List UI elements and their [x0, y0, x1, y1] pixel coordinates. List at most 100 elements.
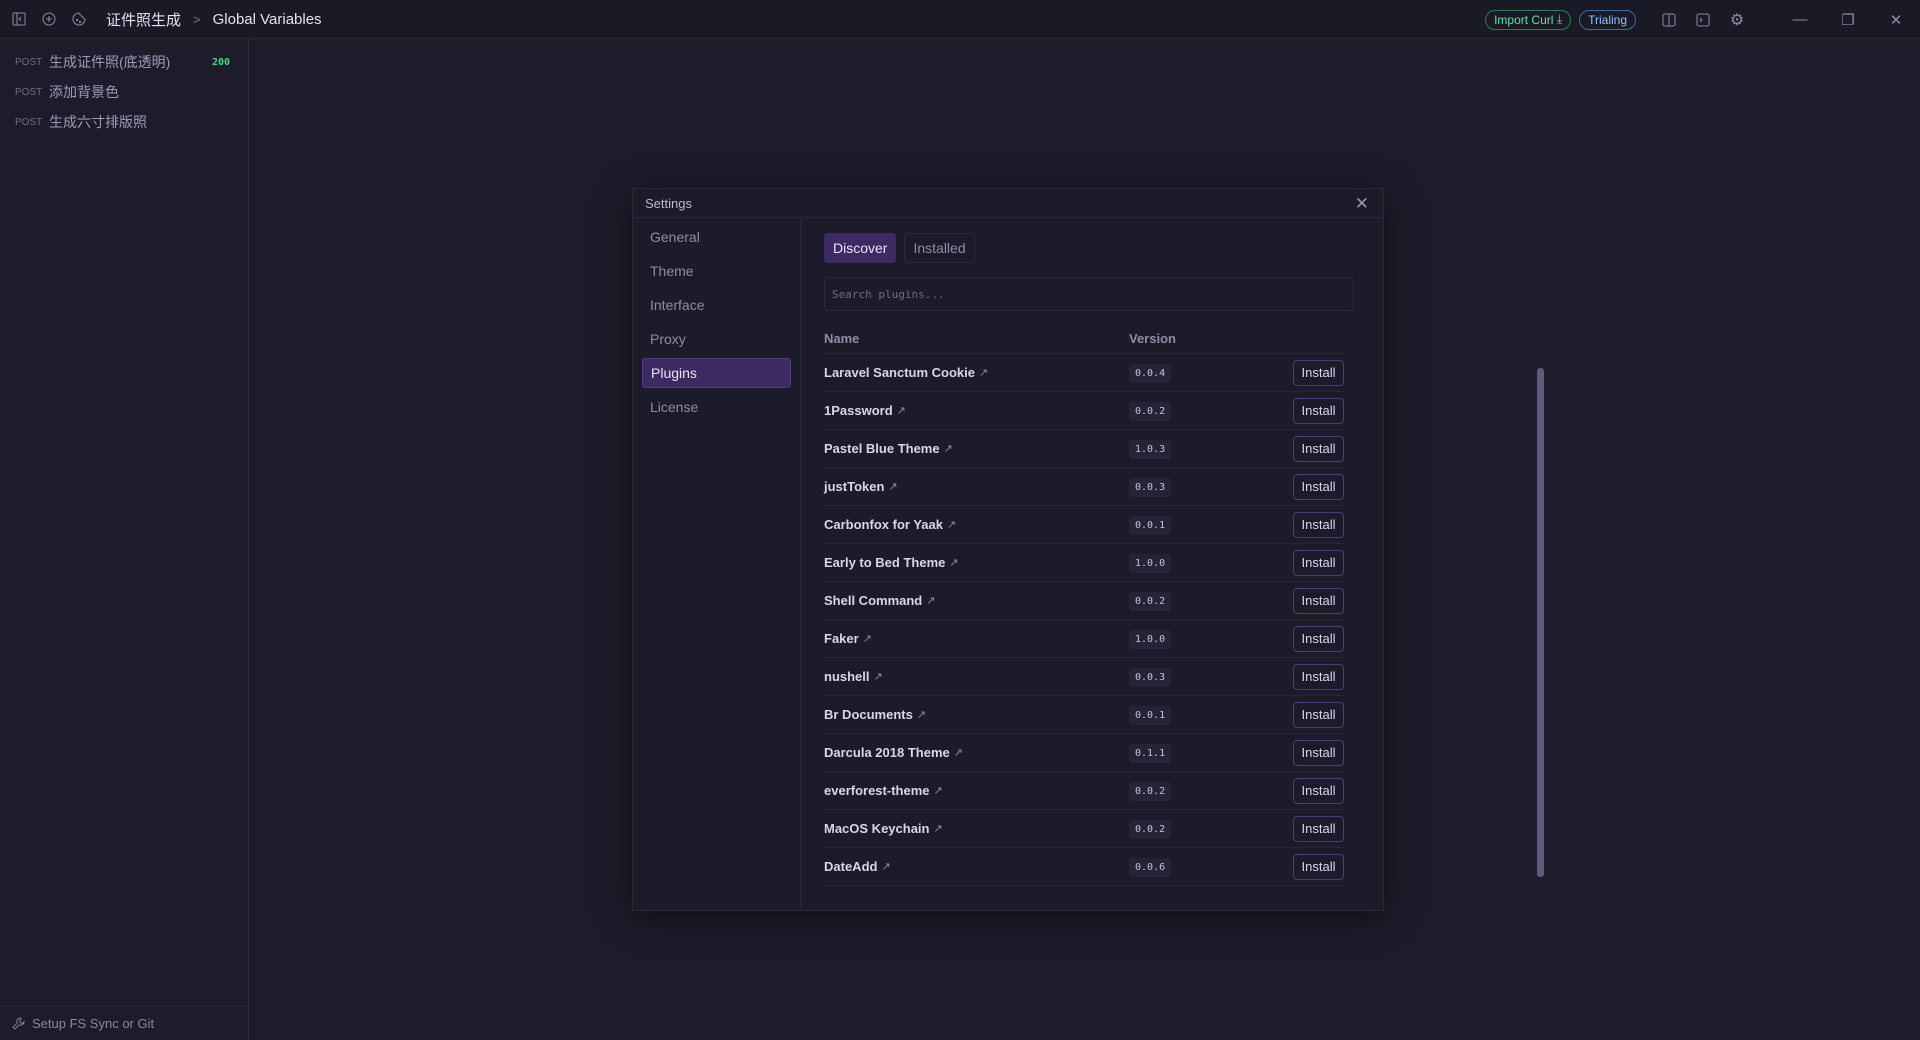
- table-row: justToken ↗ 0.0.3 Install: [824, 468, 1344, 506]
- split-layout-icon[interactable]: [1660, 11, 1678, 29]
- plugin-name-link[interactable]: DateAdd ↗: [824, 859, 1129, 874]
- version-badge: 0.0.2: [1129, 819, 1172, 839]
- request-item[interactable]: POST 生成六寸排版照: [0, 107, 248, 137]
- plugin-name-link[interactable]: Br Documents ↗: [824, 707, 1129, 722]
- external-link-icon: ↗: [949, 557, 959, 569]
- request-name: 生成证件照(底透明): [49, 54, 171, 70]
- plugin-name: Faker: [824, 631, 859, 646]
- settings-dialog: Settings ✕ General Theme Interface Proxy…: [632, 188, 1544, 911]
- dialog-title: Settings: [633, 189, 1383, 218]
- version-badge: 1.0.0: [1129, 629, 1172, 649]
- install-button[interactable]: Install: [1293, 511, 1344, 538]
- install-button[interactable]: Install: [1293, 549, 1344, 576]
- install-button[interactable]: Install: [1293, 777, 1344, 804]
- nav-license[interactable]: License: [650, 399, 699, 415]
- plugin-name: MacOS Keychain: [824, 821, 930, 836]
- plugin-name: Carbonfox for Yaak: [824, 517, 943, 532]
- nav-theme[interactable]: Theme: [650, 263, 694, 279]
- import-curl-button[interactable]: Import Curl ⤓: [1485, 9, 1572, 30]
- plugin-name-link[interactable]: Laravel Sanctum Cookie ↗: [824, 365, 1129, 380]
- plugin-name-link[interactable]: MacOS Keychain ↗: [824, 821, 1129, 836]
- restore-button[interactable]: ❐: [1841, 11, 1855, 29]
- request-name: 生成六寸排版照: [49, 114, 147, 130]
- close-icon[interactable]: ✕: [1354, 194, 1369, 213]
- status-badge: 200: [211, 56, 230, 68]
- plugin-name-link[interactable]: Carbonfox for Yaak ↗: [824, 517, 1129, 532]
- version-badge: 0.1.1: [1129, 743, 1172, 763]
- plugin-name: nushell: [824, 669, 870, 684]
- nav-proxy[interactable]: Proxy: [650, 331, 686, 347]
- table-row: Carbonfox for Yaak ↗ 0.0.1 Install: [824, 506, 1344, 544]
- column-header-name: Name: [824, 330, 860, 346]
- install-button[interactable]: Install: [1293, 473, 1344, 500]
- table-row: MacOS Keychain ↗ 0.0.2 Install: [824, 810, 1344, 848]
- add-icon[interactable]: [40, 10, 58, 28]
- gear-icon[interactable]: ⚙: [1729, 11, 1745, 29]
- version-badge: 0.0.6: [1129, 857, 1172, 877]
- scrollbar[interactable]: [1537, 368, 1544, 877]
- trialing-badge[interactable]: Trialing: [1579, 9, 1636, 30]
- wrench-icon: [12, 1017, 25, 1030]
- method-label: POST: [15, 86, 43, 98]
- table-row: 1Password ↗ 0.0.2 Install: [824, 392, 1344, 430]
- install-button[interactable]: Install: [1293, 663, 1344, 690]
- close-window-button[interactable]: ✕: [1889, 11, 1903, 29]
- install-button[interactable]: Install: [1293, 397, 1344, 424]
- plugin-name-link[interactable]: 1Password ↗: [824, 403, 1129, 418]
- table-row: Faker ↗ 1.0.0 Install: [824, 620, 1344, 658]
- install-button[interactable]: Install: [1293, 853, 1344, 880]
- minimize-button[interactable]: —: [1792, 11, 1808, 28]
- install-button[interactable]: Install: [1293, 625, 1344, 652]
- plugin-name: Laravel Sanctum Cookie: [824, 365, 975, 380]
- version-badge: 0.0.2: [1129, 591, 1172, 611]
- table-row: Shell Command ↗ 0.0.2 Install: [824, 582, 1344, 620]
- tab-installed[interactable]: Installed: [904, 233, 975, 263]
- setup-sync-button[interactable]: Setup FS Sync or Git: [0, 1006, 248, 1040]
- external-link-icon: ↗: [953, 747, 963, 759]
- cookie-icon[interactable]: [70, 10, 88, 28]
- external-link-icon: ↗: [926, 595, 936, 607]
- install-button[interactable]: Install: [1293, 587, 1344, 614]
- plugins-table: Name Version Laravel Sanctum Cookie ↗ 0.0.…: [824, 323, 1344, 886]
- install-button[interactable]: Install: [1293, 359, 1344, 386]
- chevron-right-icon: >: [193, 11, 201, 27]
- plugin-name: Pastel Blue Theme: [824, 441, 940, 456]
- nav-interface[interactable]: Interface: [650, 297, 705, 313]
- external-link-icon: ↗: [943, 443, 953, 455]
- plugin-name-link[interactable]: Darcula 2018 Theme ↗: [824, 745, 1129, 760]
- request-item[interactable]: POST 添加背景色: [0, 77, 248, 107]
- plugin-name-link[interactable]: justToken ↗: [824, 479, 1129, 494]
- install-button[interactable]: Install: [1293, 739, 1344, 766]
- nav-general[interactable]: General: [650, 229, 700, 245]
- version-badge: 0.0.2: [1129, 401, 1172, 421]
- plugin-name-link[interactable]: nushell ↗: [824, 669, 1129, 684]
- terminal-icon[interactable]: [1694, 11, 1712, 29]
- external-link-icon: ↗: [873, 671, 883, 683]
- environment-breadcrumb[interactable]: Global Variables: [212, 10, 322, 28]
- sidebar-toggle-icon[interactable]: [10, 10, 28, 28]
- plugin-name: everforest-theme: [824, 783, 930, 798]
- external-link-icon: ↗: [916, 709, 927, 721]
- request-name: 添加背景色: [49, 84, 119, 100]
- tab-discover[interactable]: Discover: [824, 233, 897, 263]
- search-plugins-input[interactable]: [824, 277, 1354, 311]
- external-link-icon: ↗: [979, 367, 989, 379]
- plugin-name: justToken: [824, 479, 885, 494]
- download-icon: ⤓: [1556, 12, 1563, 26]
- request-item[interactable]: POST 生成证件照(底透明) 200: [0, 47, 248, 77]
- workspace-breadcrumb[interactable]: 证件照生成: [106, 11, 182, 29]
- plugin-name-link[interactable]: Pastel Blue Theme ↗: [824, 441, 1129, 456]
- plugin-name-link[interactable]: everforest-theme ↗: [824, 783, 1129, 798]
- plugin-name-link[interactable]: Faker ↗: [824, 631, 1129, 646]
- install-button[interactable]: Install: [1293, 435, 1344, 462]
- nav-plugins[interactable]: Plugins: [642, 358, 791, 388]
- version-badge: 0.0.1: [1129, 705, 1172, 725]
- install-button[interactable]: Install: [1293, 701, 1344, 728]
- table-row: Darcula 2018 Theme ↗ 0.1.1 Install: [824, 734, 1344, 772]
- plugin-name-link[interactable]: Shell Command ↗: [824, 593, 1129, 608]
- install-button[interactable]: Install: [1293, 815, 1344, 842]
- external-link-icon: ↗: [946, 519, 957, 531]
- plugin-name-link[interactable]: Early to Bed Theme ↗: [824, 555, 1129, 570]
- plugin-name: DateAdd: [824, 859, 878, 874]
- plugins-panel: Discover Installed Name Version Laravel …: [824, 233, 1544, 886]
